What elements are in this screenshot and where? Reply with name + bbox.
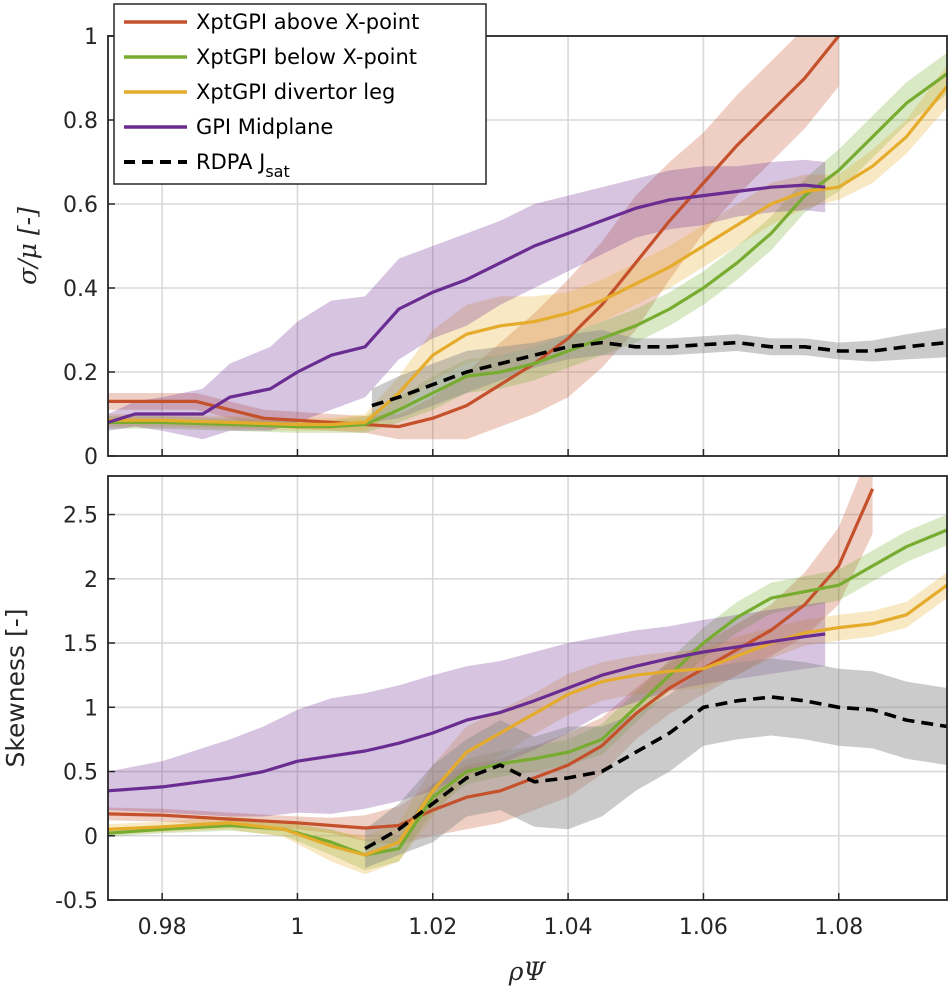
top-panel: 0 0.2 0.4 0.6 0.8 1 σ/μ [-] (13, 25, 948, 470)
bottom-y-tick-labels: -0.5 0 0.5 1 1.5 2 2.5 (55, 504, 840, 914)
top-y-tick-labels: 0 0.2 0.4 0.6 0.8 1 (63, 25, 840, 470)
top-axes-box (107, 35, 948, 457)
top-line-xptgpi-above-x-point (108, 36, 840, 429)
top-y-axis-label-sigma: σ/μ [-] (13, 207, 42, 285)
x-tick-label: 1.06 (679, 915, 728, 940)
bottom-line-gpi-midplane (108, 632, 826, 793)
x-tick-label: 1 (290, 915, 304, 940)
bottom-band-rdpa-jsat (365, 658, 947, 868)
legend: XptGPI above X-point XptGPI below X-point… (113, 3, 487, 185)
x-tick-label: 1.04 (544, 915, 593, 940)
top-band-xptgpi-above-x-point (108, 36, 839, 440)
x-tick-label: 1.08 (814, 915, 863, 940)
bottom-axes-box (107, 475, 948, 901)
x-tick-label: 1.02 (408, 915, 457, 940)
top-band-gpi-midplane (108, 159, 826, 440)
legend-items: XptGPI above X-point XptGPI below X-point… (124, 10, 419, 181)
bottom-y-tick-label: 0 (84, 825, 98, 850)
bottom-y-tick-label: 1.5 (63, 632, 98, 657)
bottom-y-axis-label: Skewness [-] (1, 608, 30, 767)
bottom-band-xptgpi-below-x-point (108, 514, 947, 871)
top-line-rdpa-jsat (371, 340, 947, 408)
x-axis-label: ρΨ (508, 957, 547, 986)
bottom-plot-area (108, 476, 947, 900)
bottom-panel: -0.5 0 0.5 1 1.5 2 2.5 0.98 1 1.02 1.04 1.06 1.08 S… (1, 475, 948, 986)
top-line-gpi-midplane (108, 183, 826, 424)
legend-label: GPI Midplane (196, 115, 333, 139)
bottom-series-lines (108, 488, 947, 857)
top-y-tick-label: 0.6 (63, 193, 98, 218)
legend-box (113, 3, 487, 185)
top-y-axis-label: σ/μ [-] (13, 207, 42, 285)
legend-label: XptGPI divertor leg (196, 80, 395, 104)
bottom-y-tick-label: 0.5 (63, 761, 98, 786)
bottom-y-tick-label: 2 (84, 568, 98, 593)
bottom-y-tick-label: -0.5 (55, 889, 98, 914)
bottom-line-xptgpi-above-x-point (108, 488, 875, 830)
top-y-tick-label: 0.4 (63, 277, 98, 302)
x-tick-label: 0.98 (138, 915, 187, 940)
bottom-line-xptgpi-below-x-point (108, 528, 947, 857)
top-line-xptgpi-divertor-leg (108, 85, 947, 427)
top-y-tick-label: 1 (84, 25, 98, 50)
top-y-tick-label: 0 (84, 445, 98, 470)
bottom-line-xptgpi-divertor-leg (108, 583, 947, 857)
bottom-y-tick-label: 1 (84, 696, 98, 721)
bottom-y-tick-label: 2.5 (63, 504, 98, 529)
top-y-tick-label: 0.8 (63, 109, 98, 134)
bottom-x-tick-labels: 0.98 1 1.02 1.04 1.06 1.08 (138, 915, 864, 940)
legend-label: RDPA Jsat (196, 150, 290, 181)
bottom-line-rdpa-jsat (364, 695, 947, 851)
top-band-rdpa-jsat (371, 327, 947, 423)
legend-label: XptGPI above X-point (196, 10, 419, 34)
x-axis-label-rho: ρΨ (508, 957, 547, 986)
top-series-lines (108, 36, 947, 429)
top-y-tick-label: 0.2 (63, 361, 98, 386)
legend-label: XptGPI below X-point (196, 45, 417, 69)
